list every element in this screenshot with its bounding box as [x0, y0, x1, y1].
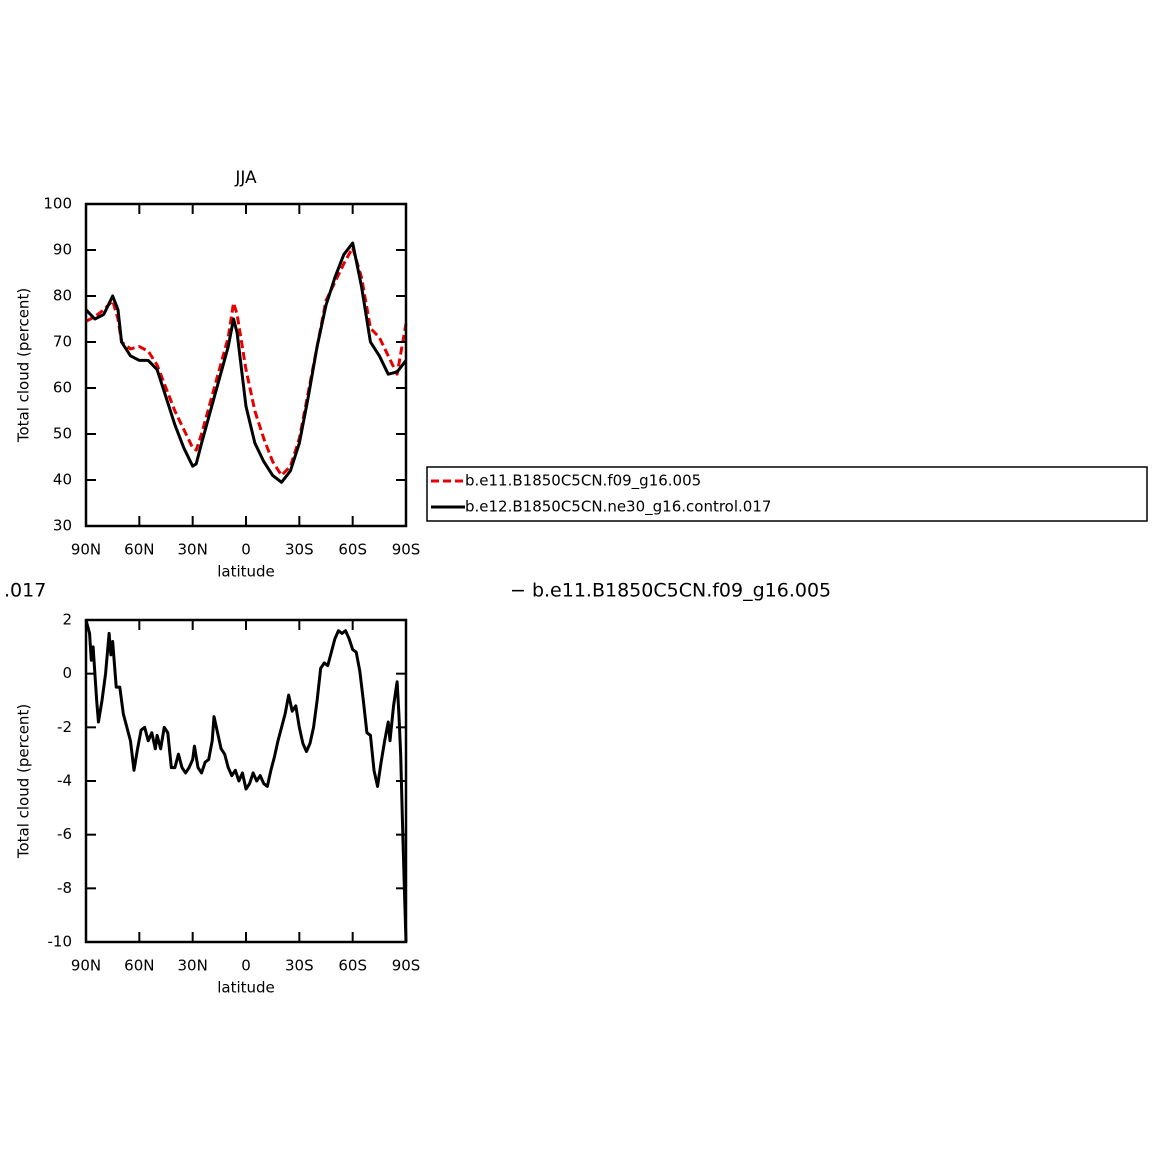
chart-title: .017	[4, 580, 46, 602]
x-tick-label: 30N	[178, 957, 208, 975]
data-line	[84, 241, 408, 484]
y-tick-label: -8	[57, 879, 72, 897]
x-tick-label: 0	[241, 541, 251, 559]
y-tick-label: 90	[53, 241, 72, 259]
x-tick-label: 90S	[392, 541, 421, 559]
y-axis-label: Total cloud (percent)	[15, 288, 33, 443]
x-tick-label: 0	[241, 957, 251, 975]
x-tick-label: 60S	[338, 957, 367, 975]
y-tick-label: -4	[57, 772, 72, 790]
x-tick-label: 90N	[71, 541, 101, 559]
data-line	[84, 619, 408, 943]
legend-box	[426, 466, 1148, 522]
y-tick-label: 80	[53, 287, 72, 305]
x-tick-label: 60S	[338, 541, 367, 559]
x-axis-label: latitude	[217, 563, 275, 581]
x-tick-label: 30S	[285, 541, 314, 559]
data-line	[85, 246, 408, 477]
y-tick-label: -10	[48, 933, 73, 951]
y-tick-label: 60	[53, 379, 72, 397]
y-tick-label: -6	[57, 825, 72, 843]
x-tick-label: 60N	[124, 957, 154, 975]
x-tick-label: 60N	[124, 541, 154, 559]
y-tick-label: 70	[53, 333, 72, 351]
x-tick-label: 30N	[178, 541, 208, 559]
chart-title: JJA	[234, 168, 257, 188]
x-tick-label: 90S	[392, 957, 421, 975]
x-tick-label: 90N	[71, 957, 101, 975]
chart-title: − b.e11.B1850C5CN.f09_g16.005	[510, 580, 831, 602]
y-axis-label: Total cloud (percent)	[15, 704, 33, 859]
legend-label: b.e11.B1850C5CN.f09_g16.005	[465, 472, 701, 491]
y-tick-label: 0	[62, 664, 72, 682]
y-tick-label: 40	[53, 471, 72, 489]
y-tick-label: 30	[53, 517, 72, 535]
y-tick-label: 100	[43, 195, 72, 213]
y-tick-label: 2	[62, 611, 72, 629]
x-tick-label: 30S	[285, 957, 314, 975]
y-tick-label: -2	[57, 718, 72, 736]
legend-label: b.e12.B1850C5CN.ne30_g16.control.017	[465, 498, 771, 517]
x-axis-label: latitude	[217, 979, 275, 997]
y-tick-label: 50	[53, 425, 72, 443]
